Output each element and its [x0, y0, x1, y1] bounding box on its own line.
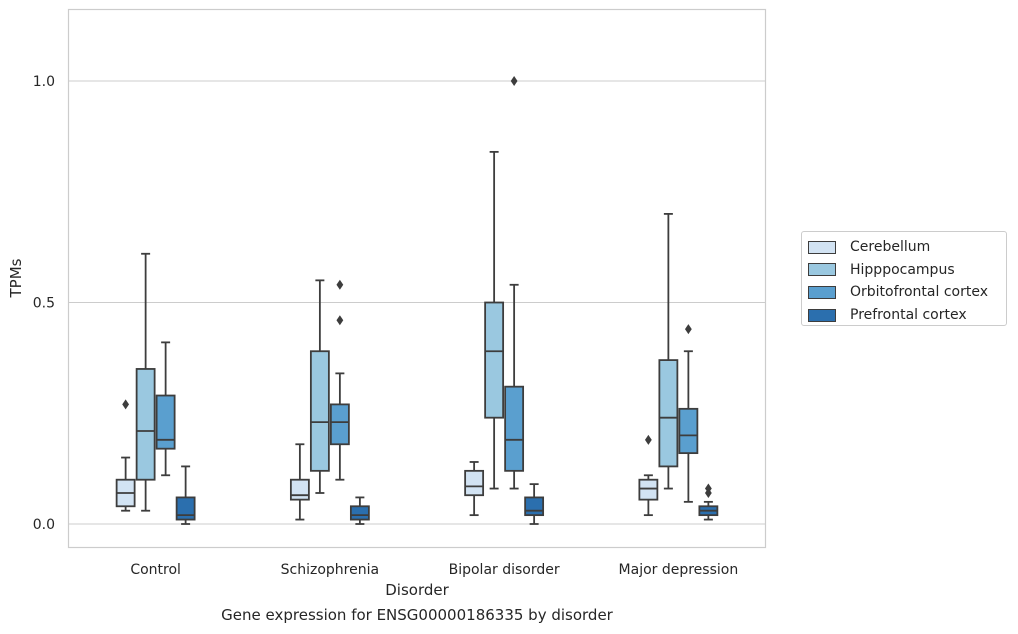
x-tick-label: Bipolar disorder — [449, 562, 560, 578]
x-tick-label: Control — [130, 562, 181, 578]
box-plot — [175, 465, 196, 525]
outlier-marker — [644, 434, 652, 445]
legend-item-cerebellum: Cerebellum — [808, 236, 1006, 259]
box — [349, 505, 370, 521]
legend-item-hippocampus: Hipppocampus — [808, 259, 1006, 282]
outlier-marker — [336, 279, 344, 290]
box-plot — [309, 279, 330, 494]
box — [329, 403, 350, 446]
box-plot — [115, 399, 136, 512]
x-tick-labels: Control Schizophrenia Bipolar disorder Majo… — [130, 562, 738, 578]
box — [464, 469, 485, 497]
y-tick-label: 0.5 — [33, 296, 55, 312]
box — [484, 301, 505, 419]
legend-label: Orbitofrontal cortex — [850, 284, 988, 301]
y-tick-label: 0.0 — [33, 517, 55, 533]
box — [309, 350, 330, 472]
y-tick-labels: 0.00.51.01.52.0 — [33, 74, 55, 533]
box-plot — [658, 212, 679, 490]
box — [524, 496, 545, 517]
x-tick-label: Major depression — [619, 562, 739, 578]
box — [504, 385, 525, 472]
legend-label: Hipppocampus — [850, 261, 955, 278]
box — [658, 359, 679, 468]
box — [678, 407, 699, 455]
box-plot — [678, 324, 699, 503]
legend-item-prefrontal-cortex: Prefrontal cortex — [808, 304, 1006, 327]
plot-frame — [67, 8, 767, 549]
box-plot — [524, 483, 545, 525]
box-plot — [698, 483, 719, 521]
legend-swatch — [808, 240, 836, 254]
legend-swatch — [808, 263, 836, 277]
x-tick-label: Schizophrenia — [281, 562, 379, 578]
legend-label: Cerebellum — [850, 239, 931, 256]
legend-swatch — [808, 285, 836, 299]
box-plot — [329, 279, 350, 481]
box-plot — [638, 434, 659, 517]
legend-item-orbitofrontal-cortex: Orbitofrontal cortex — [808, 281, 1006, 304]
x-axis-title: Disorder — [385, 581, 449, 599]
outlier-marker — [122, 399, 130, 410]
box-plot — [504, 76, 525, 490]
outlier-marker — [336, 315, 344, 326]
box — [289, 478, 310, 501]
box — [175, 496, 196, 521]
box — [155, 394, 176, 450]
box — [638, 478, 659, 501]
y-axis-title: TPMs — [7, 258, 25, 298]
box — [135, 368, 156, 481]
box-plot — [135, 252, 156, 512]
outlier-marker — [684, 324, 692, 335]
box-plot — [289, 443, 310, 521]
box-plot — [155, 341, 176, 477]
box-plot — [484, 150, 505, 490]
legend-label: Prefrontal cortex — [850, 307, 967, 324]
chart-caption: Gene expression for ENSG00000186335 by d… — [221, 606, 613, 624]
outlier-marker — [510, 76, 518, 86]
boxes — [115, 76, 719, 525]
legend-swatch — [808, 308, 836, 322]
box-plot — [349, 496, 370, 525]
outlier-marker — [704, 483, 712, 494]
box-plot — [464, 461, 485, 517]
legend: Cerebellum Hipppocampus Orbitofrontal co… — [801, 231, 1007, 326]
y-tick-label: 1.0 — [33, 74, 55, 90]
